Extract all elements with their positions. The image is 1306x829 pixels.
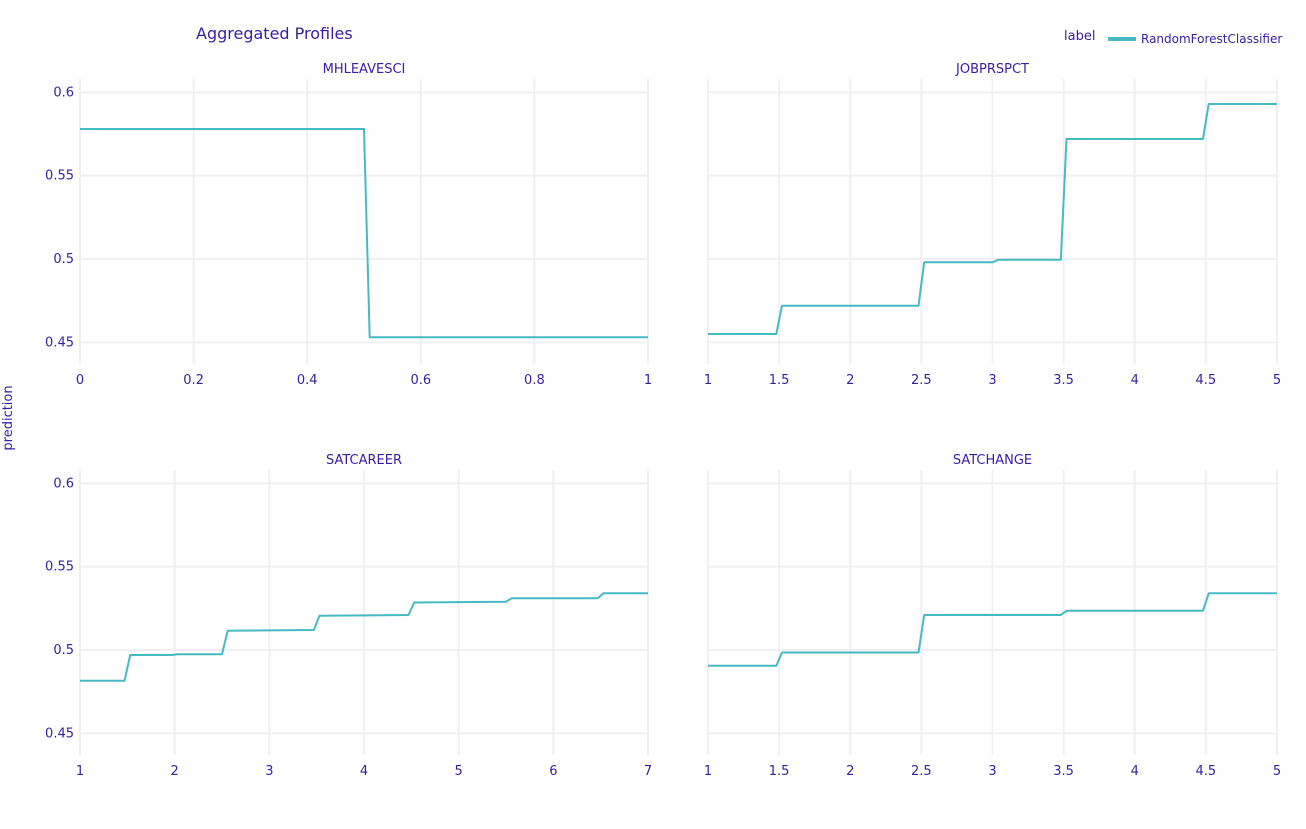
x-tick-label: 1.5 bbox=[769, 764, 790, 779]
y-tick-label: 0.55 bbox=[45, 560, 74, 575]
y-tick-label: 0.5 bbox=[53, 252, 74, 267]
x-tick-label: 0.2 bbox=[183, 373, 204, 388]
x-tick-label: 2.5 bbox=[911, 764, 932, 779]
legend-title: label bbox=[1064, 29, 1095, 44]
panel-satchange: 1 1.5 2 2.5 3 3.5 4 4.5 5 SATCHANGE bbox=[704, 453, 1281, 779]
x-tick-label: 1 bbox=[704, 764, 712, 779]
x-tick-label: 4.5 bbox=[1196, 373, 1217, 388]
series-line-randomforestclassifier bbox=[708, 592, 1277, 667]
chart-title: Aggregated Profiles bbox=[196, 24, 353, 43]
legend-entry-randomforestclassifier[interactable]: RandomForestClassifier bbox=[1141, 32, 1282, 46]
x-tick-label: 3 bbox=[265, 764, 273, 779]
subplot-title: SATCHANGE bbox=[953, 453, 1032, 468]
y-tick-label: 0.6 bbox=[53, 85, 74, 100]
x-tick-label: 2.5 bbox=[911, 373, 932, 388]
x-tick-label: 3 bbox=[988, 373, 996, 388]
x-tick-label: 2 bbox=[846, 764, 854, 779]
subplot-title: SATCAREER bbox=[326, 453, 402, 468]
x-tick-label: 0.8 bbox=[524, 373, 545, 388]
series-line-randomforestclassifier bbox=[708, 103, 1277, 335]
panel-mhleavesci: 0 0.2 0.4 0.6 0.8 1 0.45 0.5 0.55 0.6 MHLEAVESCI bbox=[45, 62, 652, 388]
x-tick-label: 4 bbox=[360, 764, 368, 779]
x-tick-label: 7 bbox=[644, 764, 652, 779]
subplot-title: JOBPRSPCT bbox=[955, 62, 1029, 77]
x-tick-label: 1 bbox=[76, 764, 84, 779]
x-tick-label: 0 bbox=[76, 373, 84, 388]
y-tick-label: 0.45 bbox=[45, 335, 74, 350]
x-tick-label: 4.5 bbox=[1196, 764, 1217, 779]
x-tick-label: 5 bbox=[1273, 764, 1281, 779]
x-tick-label: 1 bbox=[704, 373, 712, 388]
y-tick-label: 0.6 bbox=[53, 476, 74, 491]
subplot-title: MHLEAVESCI bbox=[323, 62, 406, 77]
x-tick-label: 3 bbox=[988, 764, 996, 779]
x-tick-label: 5 bbox=[455, 764, 463, 779]
x-tick-label: 3.5 bbox=[1053, 373, 1074, 388]
y-tick-label: 0.5 bbox=[53, 643, 74, 658]
panel-satcareer: 1 2 3 4 5 6 7 0.45 0.5 0.55 0.6 SATCAREER bbox=[45, 453, 652, 779]
x-tick-label: 2 bbox=[846, 373, 854, 388]
x-tick-label: 3.5 bbox=[1053, 764, 1074, 779]
panel-jobprspct: 1 1.5 2 2.5 3 3.5 4 4.5 5 JOBPRSPCT bbox=[704, 62, 1281, 388]
y-tick-label: 0.45 bbox=[45, 726, 74, 741]
x-tick-label: 1 bbox=[644, 373, 652, 388]
x-tick-label: 4 bbox=[1131, 764, 1139, 779]
series-line-randomforestclassifier bbox=[80, 128, 648, 339]
x-tick-label: 0.4 bbox=[297, 373, 318, 388]
legend[interactable]: label RandomForestClassifier bbox=[1064, 29, 1282, 46]
x-tick-label: 5 bbox=[1273, 373, 1281, 388]
y-tick-label: 0.55 bbox=[45, 169, 74, 184]
x-tick-label: 1.5 bbox=[769, 373, 790, 388]
x-tick-label: 0.6 bbox=[410, 373, 431, 388]
x-tick-label: 2 bbox=[171, 764, 179, 779]
series-line-randomforestclassifier bbox=[80, 592, 648, 682]
x-tick-label: 4 bbox=[1131, 373, 1139, 388]
y-axis-label: prediction bbox=[1, 385, 16, 450]
x-tick-label: 6 bbox=[549, 764, 557, 779]
